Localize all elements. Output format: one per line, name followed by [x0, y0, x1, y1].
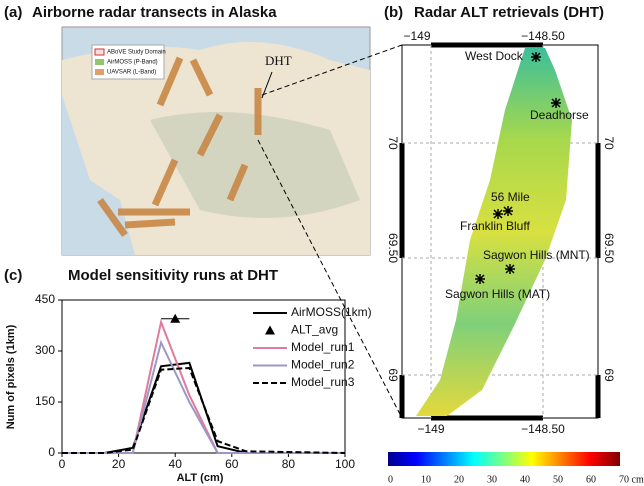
site-label: Sagwon Hills (MAT) — [445, 287, 550, 301]
lon-label: −148.50 — [521, 422, 565, 436]
lon-label: −149 — [417, 422, 444, 436]
sea — [62, 95, 135, 255]
legend-text: ALT_avg — [291, 323, 338, 337]
colorbar-label: 40 — [520, 474, 530, 485]
legend-marker — [265, 325, 275, 335]
site-label: Deadhorse — [530, 108, 589, 122]
colorbar-labels: 0 10 20 30 40 50 60 70 cm — [388, 474, 644, 485]
x-tick-label: 60 — [225, 457, 239, 471]
colorbar-label: 50 — [553, 474, 563, 485]
legend-text: Model_run3 — [291, 375, 355, 389]
lat-label: 69 — [386, 368, 400, 382]
legend-text: AirMOSS (P-Band) — [107, 60, 158, 66]
x-tick-label: 80 — [282, 457, 296, 471]
series-line — [62, 339, 345, 454]
transects — [97, 56, 262, 238]
chart-title: Model sensitivity runs at DHT — [68, 267, 278, 284]
lat-label: 70 — [386, 136, 400, 150]
lat-label: 69.50 — [386, 233, 400, 263]
colorbar-label: 10 — [421, 474, 431, 485]
site-label: 56 Mile — [491, 190, 530, 204]
lon-label: −149 — [403, 29, 430, 43]
alt-retrievals — [416, 48, 572, 416]
colorbar-label: 30 — [487, 474, 497, 485]
y-tick-label: 300 — [35, 343, 55, 357]
legend-text: ABoVE Study Domain — [107, 50, 166, 56]
x-tick-label: 40 — [169, 457, 183, 471]
legend-swatch — [95, 69, 104, 75]
colorbar — [388, 452, 620, 466]
colorbar-label: 60 — [586, 474, 596, 485]
panel-label: (b) — [384, 4, 403, 21]
plot-frame — [61, 299, 346, 454]
y-tick-label: 450 — [35, 292, 55, 306]
lat-label: 69.50 — [602, 233, 616, 263]
lat-label: 69 — [602, 368, 616, 382]
lon-label: −148.50 — [521, 29, 565, 43]
x-tick-label: 20 — [112, 457, 126, 471]
legend-swatch — [94, 48, 105, 56]
colorbar-label: 20 — [454, 474, 464, 485]
y-tick-label: 0 — [48, 445, 55, 459]
frame-ticks — [399, 42, 601, 421]
site-markers — [475, 52, 561, 284]
panel-title: Radar ALT retrievals (DHT) — [414, 4, 604, 21]
colorbar-label: 0 — [388, 474, 393, 485]
mountains — [150, 112, 360, 218]
annotation: DHT — [265, 53, 292, 68]
site-label: West Dock — [465, 49, 524, 63]
legend-text: Model_run1 — [291, 340, 355, 354]
arrow — [261, 71, 273, 99]
marker — [170, 313, 181, 323]
panel-label: (a) — [4, 4, 22, 21]
colorbar-label: 70 cm — [619, 474, 644, 485]
legend-text: UAVSAR (L-Band) — [107, 70, 156, 76]
x-axis-label: ALT (cm) — [177, 472, 224, 484]
legend-text: Model_run2 — [291, 358, 355, 372]
panel-title: Airborne radar transects in Alaska — [32, 4, 277, 21]
panel-label: (c) — [4, 267, 22, 284]
x-tick-label: 0 — [59, 457, 66, 471]
y-tick-label: 150 — [35, 394, 55, 408]
legend-swatch — [95, 59, 104, 65]
legend-text: AirMOSS(1km) — [291, 305, 372, 319]
site-label: Sagwon Hills (MNT) — [483, 248, 590, 262]
series-line — [62, 366, 346, 454]
y-axis-label: Num of pixels (1km) — [5, 324, 17, 429]
site-label: Franklin Bluff — [460, 219, 530, 233]
lat-label: 70 — [602, 136, 616, 150]
zoom-lines — [257, 44, 403, 419]
x-tick-label: 100 — [335, 457, 355, 471]
